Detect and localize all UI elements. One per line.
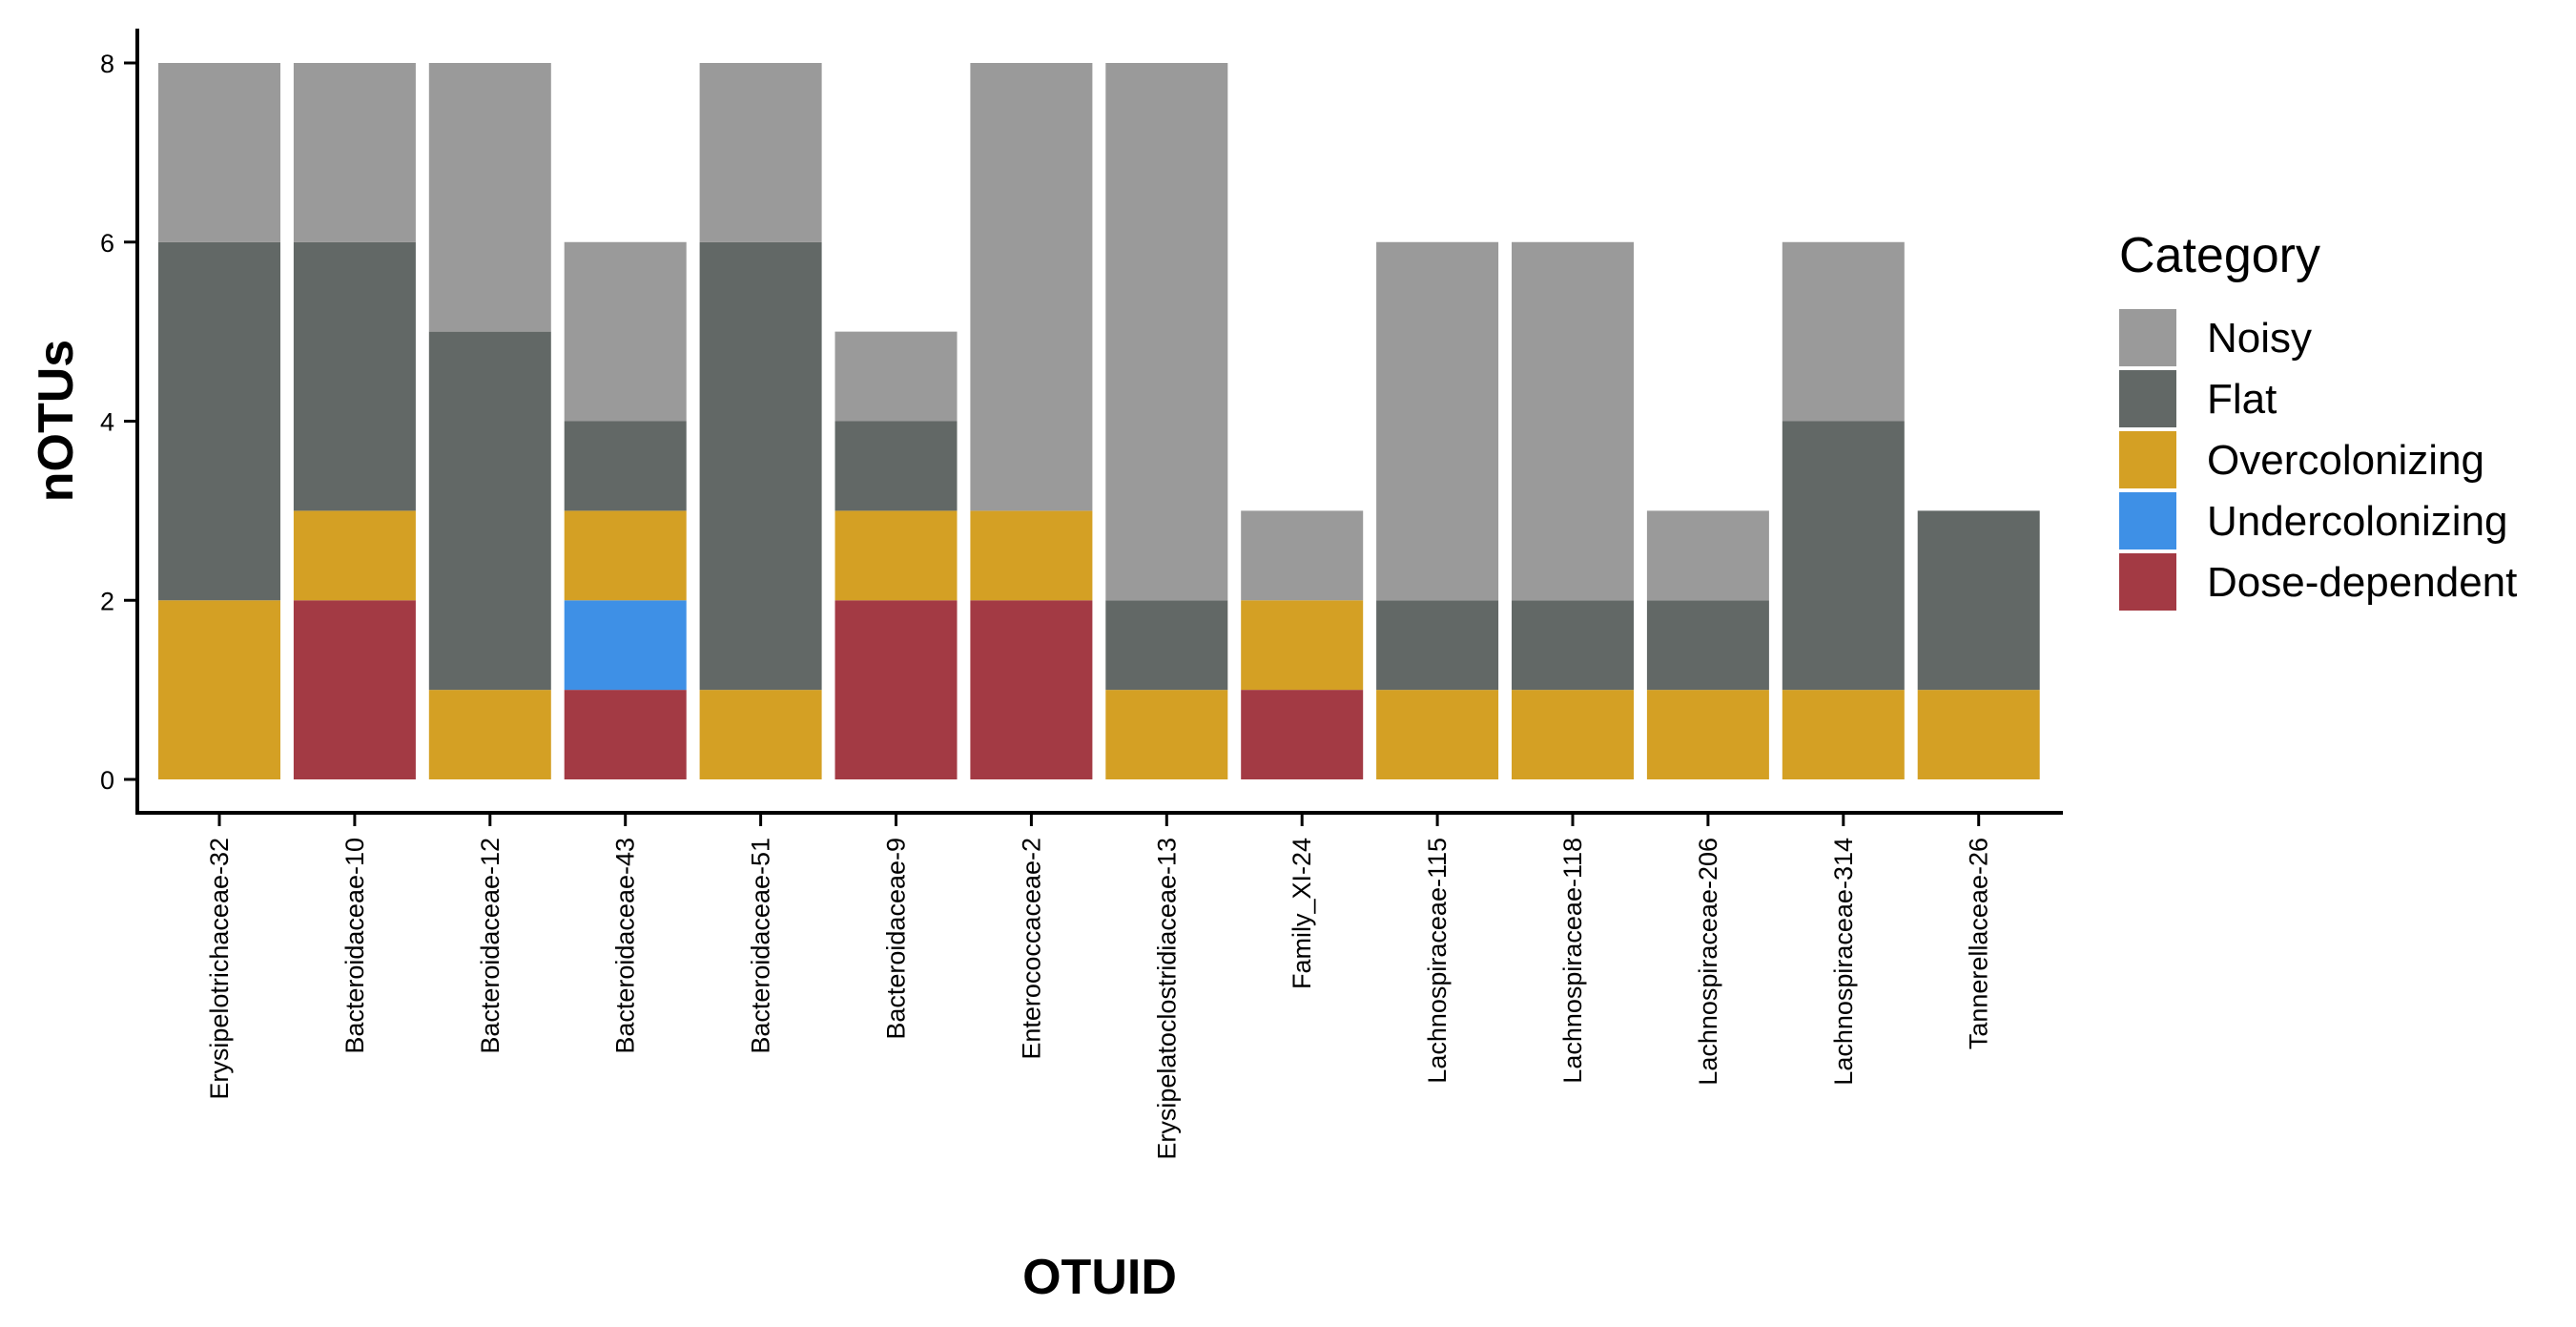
bar-tannerellaceae-26-overcolonizing xyxy=(1917,690,2040,779)
y-axis-title: nOTUs xyxy=(29,340,84,502)
bar-erysipelatoclostridiaceae-13-flat xyxy=(1105,600,1228,691)
x-tick-label-family-xi-24: Family_XI-24 xyxy=(1288,838,1316,989)
bar-bacteroidaceae-10-dose-dependent xyxy=(293,600,416,779)
bar-enterococcaceae-2-noisy xyxy=(970,63,1093,511)
bar-bacteroidaceae-9-noisy xyxy=(835,331,958,422)
bar-bacteroidaceae-9-flat xyxy=(835,421,958,511)
bar-bacteroidaceae-43-undercolonizing xyxy=(564,600,687,691)
legend-key-flat xyxy=(2119,370,2176,427)
bar-lachnospiraceae-115-flat xyxy=(1376,600,1499,691)
bar-bacteroidaceae-10-noisy xyxy=(293,63,416,242)
y-axis-ticks: 0 2 4 6 8 xyxy=(100,50,137,795)
bar-lachnospiraceae-314-noisy xyxy=(1782,241,1905,422)
bar-bacteroidaceae-10-flat xyxy=(293,241,416,511)
bar-bacteroidaceae-12-overcolonizing xyxy=(428,690,551,779)
bar-bacteroidaceae-9-overcolonizing xyxy=(835,510,958,601)
x-tick-label-bacteroidaceae-9: Bacteroidaceae-9 xyxy=(882,838,911,1040)
x-tick-label-lachnospiraceae-118: Lachnospiraceae-118 xyxy=(1558,838,1587,1084)
x-tick-label-bacteroidaceae-51: Bacteroidaceae-51 xyxy=(747,838,775,1054)
legend-key-overcolonizing xyxy=(2119,431,2176,488)
bar-lachnospiraceae-206-flat xyxy=(1646,600,1769,691)
bar-bacteroidaceae-43-overcolonizing xyxy=(564,510,687,601)
bar-bacteroidaceae-51-overcolonizing xyxy=(699,690,822,779)
bar-lachnospiraceae-314-overcolonizing xyxy=(1782,690,1905,779)
bar-erysipelatoclostridiaceae-13-noisy xyxy=(1105,63,1228,601)
x-axis-title: OTUID xyxy=(1022,1250,1177,1305)
y-tick-label: 6 xyxy=(100,229,114,258)
x-tick-label-lachnospiraceae-206: Lachnospiraceae-206 xyxy=(1694,838,1722,1086)
bars-layer xyxy=(158,63,2040,779)
legend: Category Noisy Flat Overcolonizing Undercol… xyxy=(2119,228,2517,611)
legend-title: Category xyxy=(2119,228,2320,283)
bar-family-xi-24-overcolonizing xyxy=(1241,600,1364,691)
bar-erysipelotrichaceae-32-flat xyxy=(158,241,280,601)
bar-bacteroidaceae-12-noisy xyxy=(428,63,551,332)
legend-key-noisy xyxy=(2119,309,2176,366)
bar-bacteroidaceae-51-flat xyxy=(699,241,822,691)
x-tick-label-lachnospiraceae-314: Lachnospiraceae-314 xyxy=(1829,838,1858,1086)
bar-bacteroidaceae-9-dose-dependent xyxy=(835,600,958,779)
bar-tannerellaceae-26-flat xyxy=(1917,510,2040,691)
y-tick-label: 4 xyxy=(100,408,114,437)
bar-lachnospiraceae-115-overcolonizing xyxy=(1376,690,1499,779)
bar-erysipelotrichaceae-32-noisy xyxy=(158,63,280,242)
bar-lachnospiraceae-118-overcolonizing xyxy=(1512,690,1634,779)
x-tick-label-lachnospiraceae-115: Lachnospiraceae-115 xyxy=(1423,838,1452,1084)
legend-label-flat: Flat xyxy=(2207,376,2277,423)
bar-lachnospiraceae-115-noisy xyxy=(1376,241,1499,601)
bar-lachnospiraceae-206-overcolonizing xyxy=(1646,690,1769,779)
bar-lachnospiraceae-206-noisy xyxy=(1646,510,1769,601)
bar-enterococcaceae-2-overcolonizing xyxy=(970,510,1093,601)
x-tick-label-bacteroidaceae-12: Bacteroidaceae-12 xyxy=(476,838,505,1054)
legend-key-dose-dependent xyxy=(2119,553,2176,611)
bar-erysipelotrichaceae-32-overcolonizing xyxy=(158,600,280,779)
x-tick-label-bacteroidaceae-10: Bacteroidaceae-10 xyxy=(340,838,369,1054)
bar-lachnospiraceae-314-flat xyxy=(1782,421,1905,691)
bar-lachnospiraceae-118-noisy xyxy=(1512,241,1634,601)
bar-bacteroidaceae-43-flat xyxy=(564,421,687,511)
x-tick-label-bacteroidaceae-43: Bacteroidaceae-43 xyxy=(611,838,640,1054)
bar-family-xi-24-noisy xyxy=(1241,510,1364,601)
bar-bacteroidaceae-51-noisy xyxy=(699,63,822,242)
x-axis-ticks: Erysipelotrichaceae-32 Bacteroidaceae-10 B… xyxy=(205,813,1993,1160)
bar-bacteroidaceae-12-flat xyxy=(428,331,551,691)
legend-label-undercolonizing: Undercolonizing xyxy=(2207,498,2508,545)
bar-bacteroidaceae-10-overcolonizing xyxy=(293,510,416,601)
y-tick-label: 2 xyxy=(100,587,114,615)
legend-label-dose-dependent: Dose-dependent xyxy=(2207,559,2517,606)
y-tick-label: 8 xyxy=(100,50,114,78)
x-tick-label-tannerellaceae-26: Tannerellaceae-26 xyxy=(1965,838,1993,1049)
bar-bacteroidaceae-43-dose-dependent xyxy=(564,690,687,779)
bar-bacteroidaceae-43-noisy xyxy=(564,241,687,422)
legend-label-noisy: Noisy xyxy=(2207,315,2312,362)
x-tick-label-erysipelatoclostridiaceae-13: Erysipelatoclostridiaceae-13 xyxy=(1152,838,1181,1160)
bar-family-xi-24-dose-dependent xyxy=(1241,690,1364,779)
legend-label-overcolonizing: Overcolonizing xyxy=(2207,437,2484,484)
x-tick-label-enterococcaceae-2: Enterococcaceae-2 xyxy=(1017,838,1045,1060)
x-tick-label-erysipelotrichaceae-32: Erysipelotrichaceae-32 xyxy=(205,838,234,1100)
bar-lachnospiraceae-118-flat xyxy=(1512,600,1634,691)
legend-key-undercolonizing xyxy=(2119,492,2176,549)
y-tick-label: 0 xyxy=(100,766,114,795)
bar-enterococcaceae-2-dose-dependent xyxy=(970,600,1093,779)
bar-erysipelatoclostridiaceae-13-overcolonizing xyxy=(1105,690,1228,779)
